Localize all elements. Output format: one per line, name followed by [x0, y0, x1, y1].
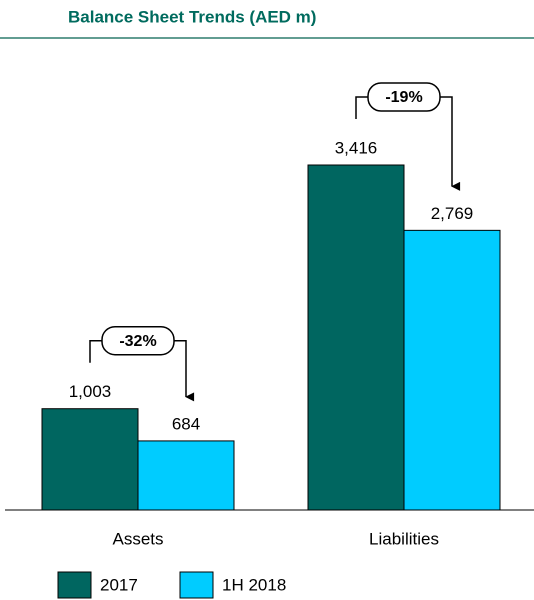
legend-swatch [57, 571, 92, 599]
annotation-pill [101, 325, 175, 356]
legend-label: 2017 [100, 575, 138, 594]
x-tick-label: Liabilities [369, 529, 439, 548]
annotation-pill [367, 82, 441, 112]
chart-title: Balance Sheet Trends (AED m) [68, 7, 316, 26]
value-label: 2,769 [431, 204, 474, 223]
bar [403, 229, 501, 511]
value-label: 684 [172, 414, 200, 433]
legend-label: 1H 2018 [222, 575, 286, 594]
bar [307, 164, 405, 511]
legend-swatch [179, 571, 214, 599]
value-label: 3,416 [335, 138, 378, 157]
bar [41, 408, 139, 511]
value-label: 1,003 [69, 382, 112, 401]
x-tick-label: Assets [112, 529, 163, 548]
annotation: -32% [119, 333, 156, 350]
bar [137, 440, 235, 511]
annotation: -19% [385, 89, 422, 106]
